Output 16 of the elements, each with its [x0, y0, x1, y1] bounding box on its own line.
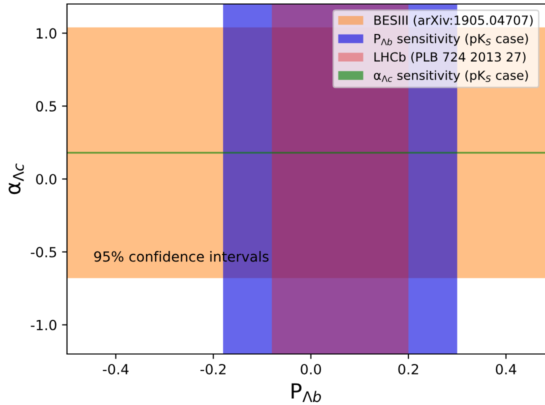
band-label: P$_{Λb}$ sensitivity (pK$_{S}$ case): [374, 34, 528, 46]
y-tick-label: 0.5: [36, 101, 56, 112]
y-tick-label: 0.0: [36, 174, 56, 184]
x-axis-title: P$_{Λb}$: [292, 383, 321, 402]
band-label: LHCb (PLB 724 2013 27): [374, 52, 526, 64]
y-tick-label: 1.0: [36, 28, 56, 39]
legend-label: α$_{Λc}$ sensitivity (pK$_{S}$ case): [374, 70, 528, 82]
band-label: BESIII (arXiv:1905.04707): [374, 15, 533, 26]
y-tick-label: -1.0: [30, 320, 56, 330]
y-axis-title: α$_{Λc}$: [8, 164, 24, 194]
x-tick-label: 0.4: [496, 364, 516, 374]
y-tick-label: -0.5: [30, 246, 56, 258]
x-tick-label: 0.0: [300, 364, 321, 374]
x-tick-label: -0.4: [102, 364, 129, 374]
x-tick-label: -0.2: [200, 364, 226, 374]
x-tick-label: 0.2: [398, 364, 418, 374]
